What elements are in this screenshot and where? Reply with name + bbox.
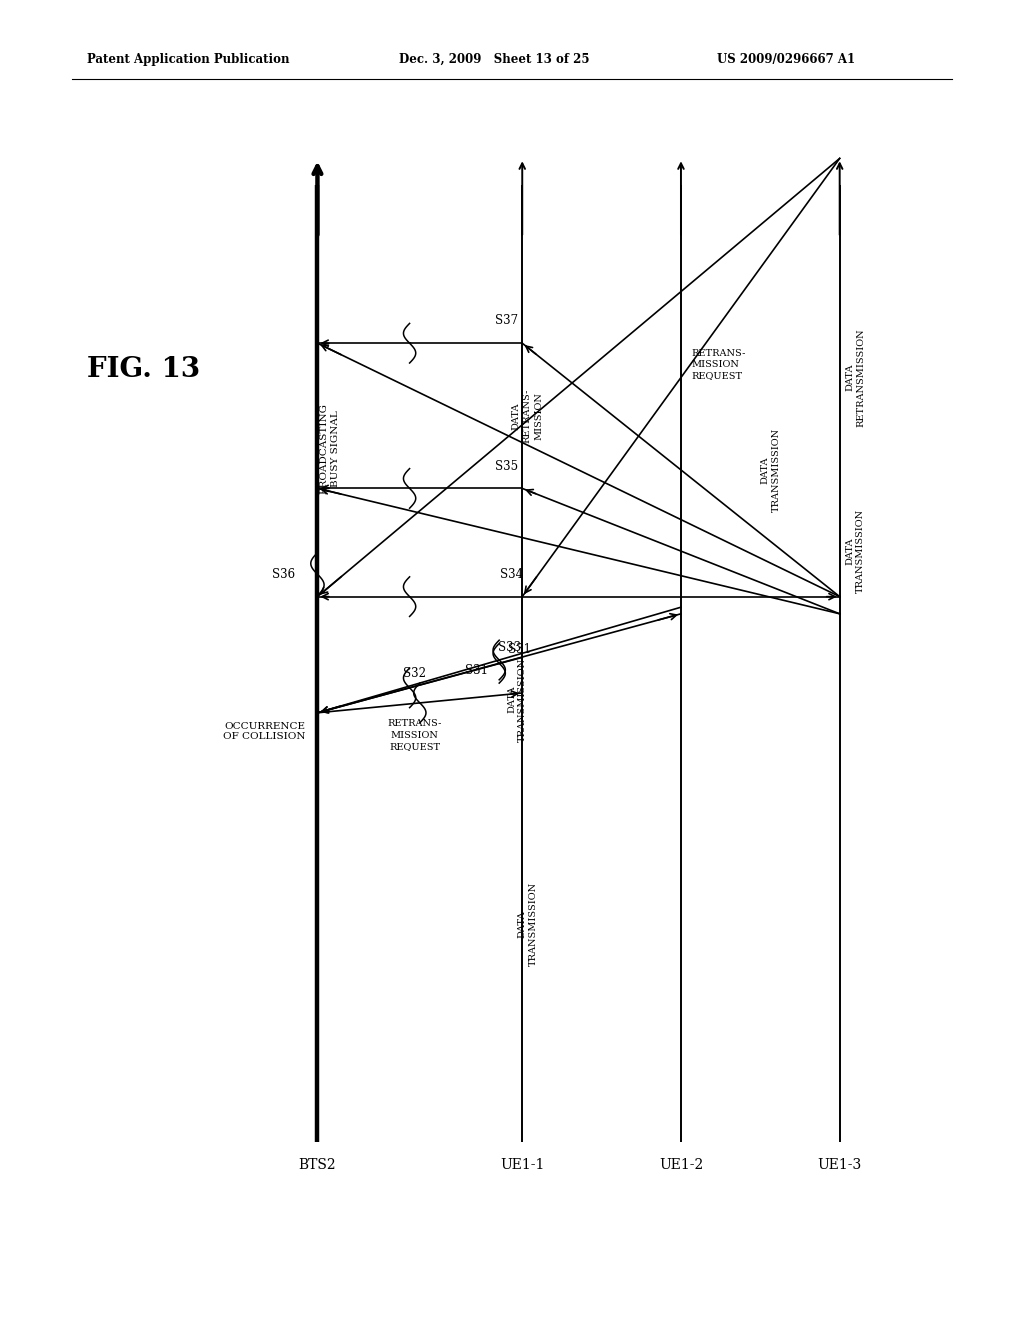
Text: US 2009/0296667 A1: US 2009/0296667 A1 [717,53,855,66]
Text: S35: S35 [496,459,518,473]
Text: UE1-1: UE1-1 [500,1158,545,1172]
Text: RETRANS-
MISSION
REQUEST: RETRANS- MISSION REQUEST [387,719,442,751]
Text: S37: S37 [496,314,518,327]
Text: DATA
TRANSMISSION: DATA TRANSMISSION [761,428,780,512]
Text: UE1-3: UE1-3 [817,1158,862,1172]
Text: DATA
RETRANSMISSION: DATA RETRANSMISSION [845,329,865,426]
Text: S34: S34 [501,568,523,581]
Text: DATA
TRANSMISSION: DATA TRANSMISSION [507,657,527,742]
Text: RETRANS-
MISSION
REQUEST: RETRANS- MISSION REQUEST [691,348,745,380]
Text: BTS2: BTS2 [299,1158,336,1172]
Text: OCCURRENCE
OF COLLISION: OCCURRENCE OF COLLISION [222,722,305,742]
Text: S36: S36 [271,568,295,581]
Text: UE1-2: UE1-2 [658,1158,703,1172]
Text: DATA
RETRANS-
MISSION: DATA RETRANS- MISSION [512,388,543,444]
Text: S31: S31 [465,664,487,677]
Text: DATA
TRANSMISSION: DATA TRANSMISSION [845,510,865,593]
Text: S33: S33 [498,642,521,653]
Text: FIG. 13: FIG. 13 [87,356,200,383]
Text: S31: S31 [508,643,531,656]
Text: S32: S32 [403,667,426,680]
Text: DATA
TRANSMISSION: DATA TRANSMISSION [517,882,538,966]
Text: Dec. 3, 2009   Sheet 13 of 25: Dec. 3, 2009 Sheet 13 of 25 [399,53,590,66]
Text: BROADCASTING
BUSY SIGNAL: BROADCASTING BUSY SIGNAL [319,404,340,494]
Text: Patent Application Publication: Patent Application Publication [87,53,290,66]
